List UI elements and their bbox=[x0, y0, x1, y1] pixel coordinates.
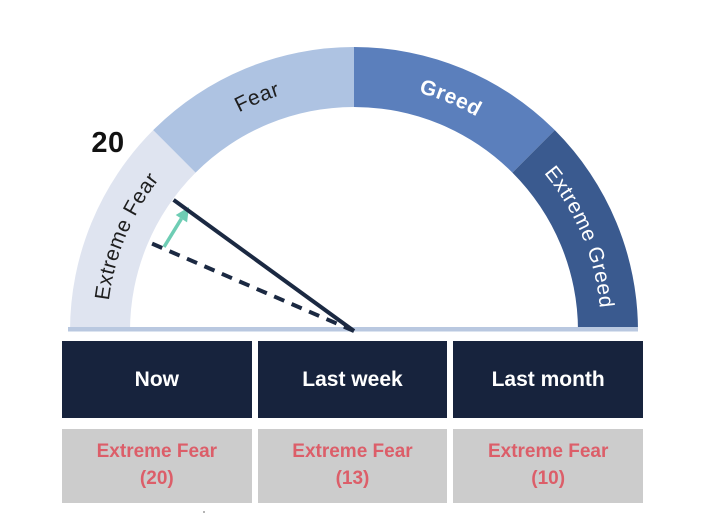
table-header-now: Now bbox=[62, 341, 252, 418]
period-header-row: Now Last week Last month bbox=[62, 341, 643, 418]
table-cell-now: Extreme Fear (20) bbox=[62, 429, 252, 503]
table-cell-last-month: Extreme Fear (10) bbox=[453, 429, 643, 503]
trend-arrow-shaft bbox=[162, 217, 183, 248]
sentiment-value: (10) bbox=[531, 468, 566, 489]
gauge-segment-greed bbox=[354, 47, 555, 173]
gauge-segment-extreme-fear bbox=[70, 130, 196, 331]
sentiment-label: Extreme Fear bbox=[96, 441, 218, 463]
gauge-segment-extreme-greed bbox=[512, 130, 638, 331]
current-value-label: 20 bbox=[91, 127, 125, 159]
current-needle bbox=[172, 198, 356, 333]
sentiment-label: Extreme Fear bbox=[487, 441, 609, 463]
table-header-last-week: Last week bbox=[257, 341, 448, 418]
table-header-last-month: Last month bbox=[453, 341, 643, 418]
period-value-row: Extreme Fear (20) Extreme Fear (13) Extr… bbox=[62, 429, 643, 503]
gauge-segment-fear bbox=[153, 47, 354, 173]
sentiment-value: (13) bbox=[335, 468, 370, 489]
table-cell-last-week: Extreme Fear (13) bbox=[257, 429, 448, 503]
sentiment-label: Extreme Fear bbox=[292, 441, 413, 463]
sentiment-value: (20) bbox=[139, 468, 174, 489]
artifact-dot bbox=[203, 511, 205, 513]
